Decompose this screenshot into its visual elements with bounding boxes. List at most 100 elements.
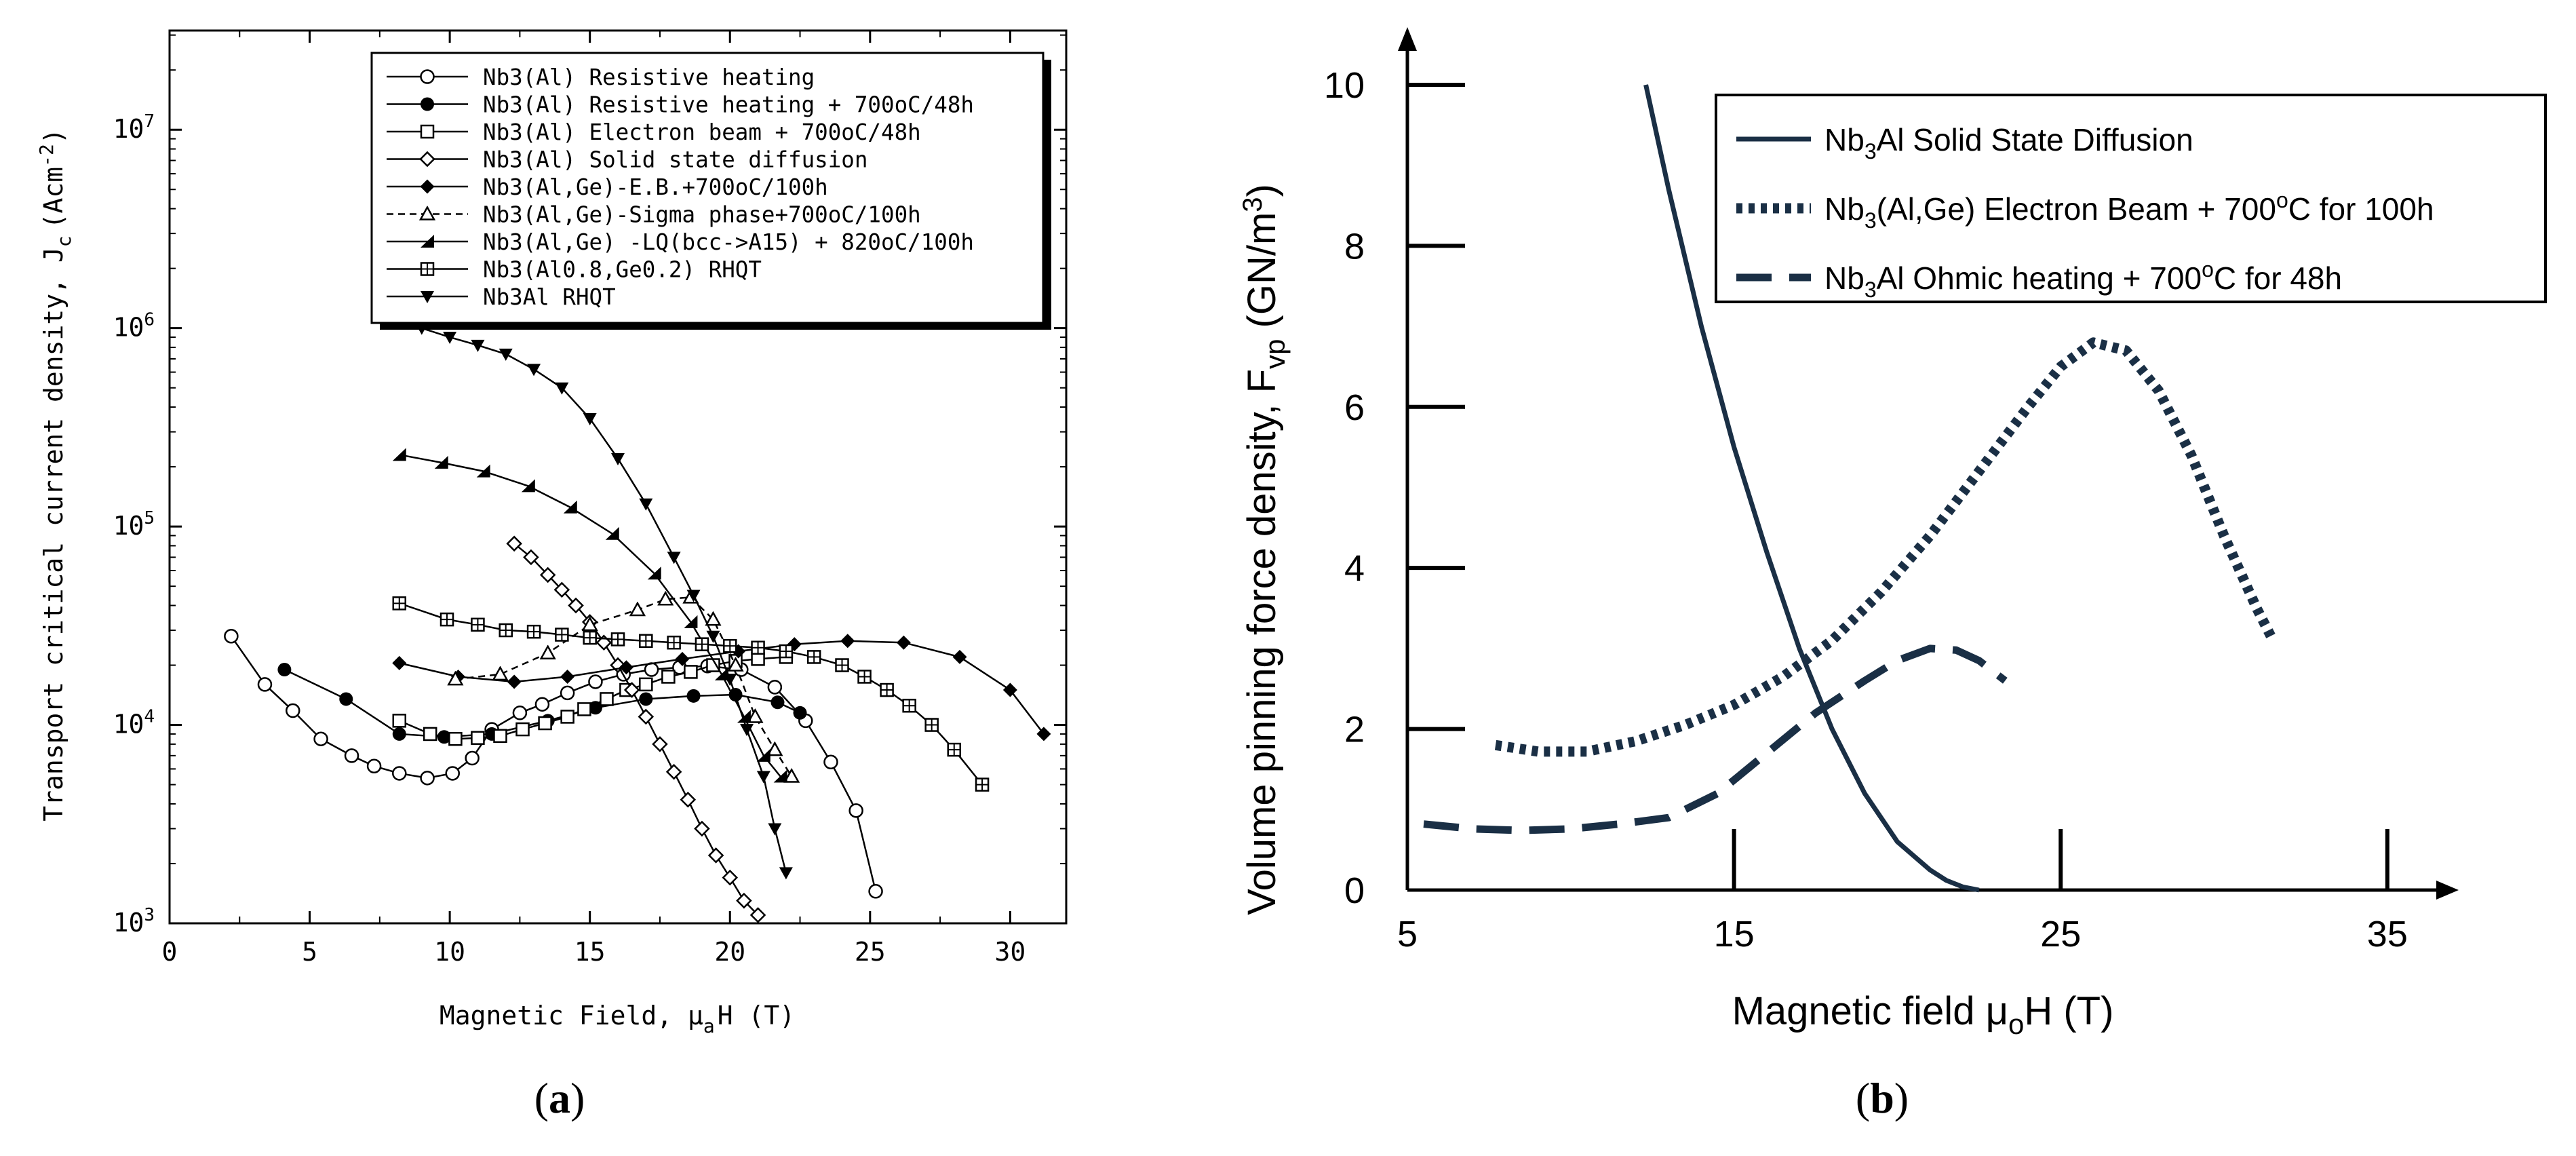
legend-label-a: Nb3(Al) Resistive heating [483,64,815,90]
data-point-a [793,706,807,720]
data-point-a [555,628,569,642]
x-tick-label-a: 10 [434,937,465,967]
data-point-a [661,670,676,684]
y-tick-labels-a: 103 104 105 106 107 [113,111,155,938]
data-point-a [684,615,698,628]
panel-caption-b: (b) [1856,1074,1909,1122]
data-point-a [534,697,550,712]
legend-label-b: Nb3Al Ohmic heating + 700oC for 48h [1824,257,2342,302]
data-point-a [499,623,513,638]
data-point-a [563,500,577,514]
data-point-a [392,655,407,670]
legend-label-a: Nb3(Al) Solid state diffusion [483,147,867,173]
data-point-a [667,552,681,564]
data-point-a [600,692,614,706]
data-point-a [392,448,406,461]
data-point-a [560,710,574,724]
y-axis-title-b: Volume pinning force density, Fvp (GN/m3… [1238,184,1291,915]
data-point-a [686,689,701,703]
data-point-a [652,736,668,752]
x-tick-label-a: 20 [714,937,745,967]
data-point-a [639,498,653,511]
x-tick-label-a: 0 [162,937,178,967]
data-point-a [471,617,485,632]
x-tick-label-a: 15 [574,937,606,967]
y-axis-arrow-b [1398,27,1417,51]
data-point-a [840,634,855,649]
data-point-a [823,754,838,770]
series-a-5 [448,590,800,783]
x-tick-label-a: 25 [855,937,886,967]
data-point-a [515,722,530,737]
data-point-a [339,692,353,706]
data-point-a [880,682,894,697]
data-point-a [924,718,939,732]
data-point-a [611,452,625,465]
data-point-a [694,821,710,836]
data-point-a [708,847,724,864]
data-point-a [440,612,454,627]
data-point-a [499,348,513,361]
x-tick-labels-b: 5 15 25 35 [1397,914,2408,955]
data-point-a [492,666,508,681]
legend-label-a: Nb3Al RHQT [483,284,616,310]
y-tick-label-a: 107 [113,111,155,144]
y-tick-label-b: 10 [1324,65,1365,106]
legend-marker-a [420,262,435,276]
data-point-a [538,716,552,731]
data-point-a [779,867,793,880]
y-tick-label-b: 2 [1344,710,1365,750]
y-axis-title-a: Transport critical current density, Jc(A… [35,128,75,821]
x-axis-title-b: Magnetic field μoH (T) [1732,989,2114,1040]
data-point-a [423,727,437,741]
data-point-a [526,624,541,639]
data-point-a [680,792,696,807]
legend-box [370,52,1045,324]
data-point-a [277,663,292,677]
data-point-a [588,674,603,689]
y-tick-label-a: 104 [113,707,155,739]
x-tick-label-b: 15 [1714,914,1755,955]
x-tick-label-b: 25 [2040,914,2081,955]
data-point-a [560,669,575,684]
legend-label-b: Nb3Al Solid State Diffusion [1824,122,2193,163]
data-point-a [560,685,575,701]
legend-label-a: Nb3(Al0.8,Ge0.2) RHQT [483,257,762,283]
y-tick-label-b: 0 [1344,870,1365,911]
legend-label-a: Nb3(Al) Electron beam + 700oC/48h [483,119,921,145]
data-point-a [857,670,872,684]
data-point-a [756,771,770,784]
y-tick-label-a: 106 [113,310,155,343]
data-point-a [756,748,770,762]
series-line-a [230,636,877,892]
legend-label-a: Nb3(Al,Ge)-E.B.+700oC/100h [483,174,828,200]
data-point-a [313,731,328,746]
panel-caption-a: (a) [534,1074,585,1122]
x-tick-label-a: 5 [302,937,317,967]
data-point-a [806,650,821,664]
series-layer-a [224,310,1051,923]
x-axis-title-a: Magnetic Field, μa H (T) [440,1001,795,1037]
panel-b-chart: 5 15 25 35 0 2 4 6 8 10 Nb3Al Solid State Diffus… [1238,27,2547,1122]
legend-marker-a [421,97,434,111]
data-point-a [344,748,359,763]
data-point-a [751,640,765,655]
data-point-a [448,731,463,746]
data-point-a [639,634,653,649]
data-point-a [629,602,646,617]
series-a-4 [392,634,1051,741]
series-line-b-1 [1494,337,2278,757]
series-line-b-0 [1643,84,1980,893]
series-line-a [399,454,781,777]
legend-label-a: Nb3(Al,Ge)-Sigma phase+700oC/100h [483,202,921,228]
data-point-a [639,692,653,706]
data-point-a [684,665,698,679]
data-point-a [768,823,782,836]
data-point-a [868,884,883,899]
legend-label-a: Nb3(Al) Resistive heating + 700oC/48h [483,92,974,118]
data-point-a [445,766,461,781]
legend-label-a: Nb3(Al,Ge) -LQ(bcc->A15) + 820oC/100h [483,229,974,255]
axis-ticks-a [168,31,1066,925]
data-point-a [540,645,555,660]
data-point-a [605,526,619,540]
